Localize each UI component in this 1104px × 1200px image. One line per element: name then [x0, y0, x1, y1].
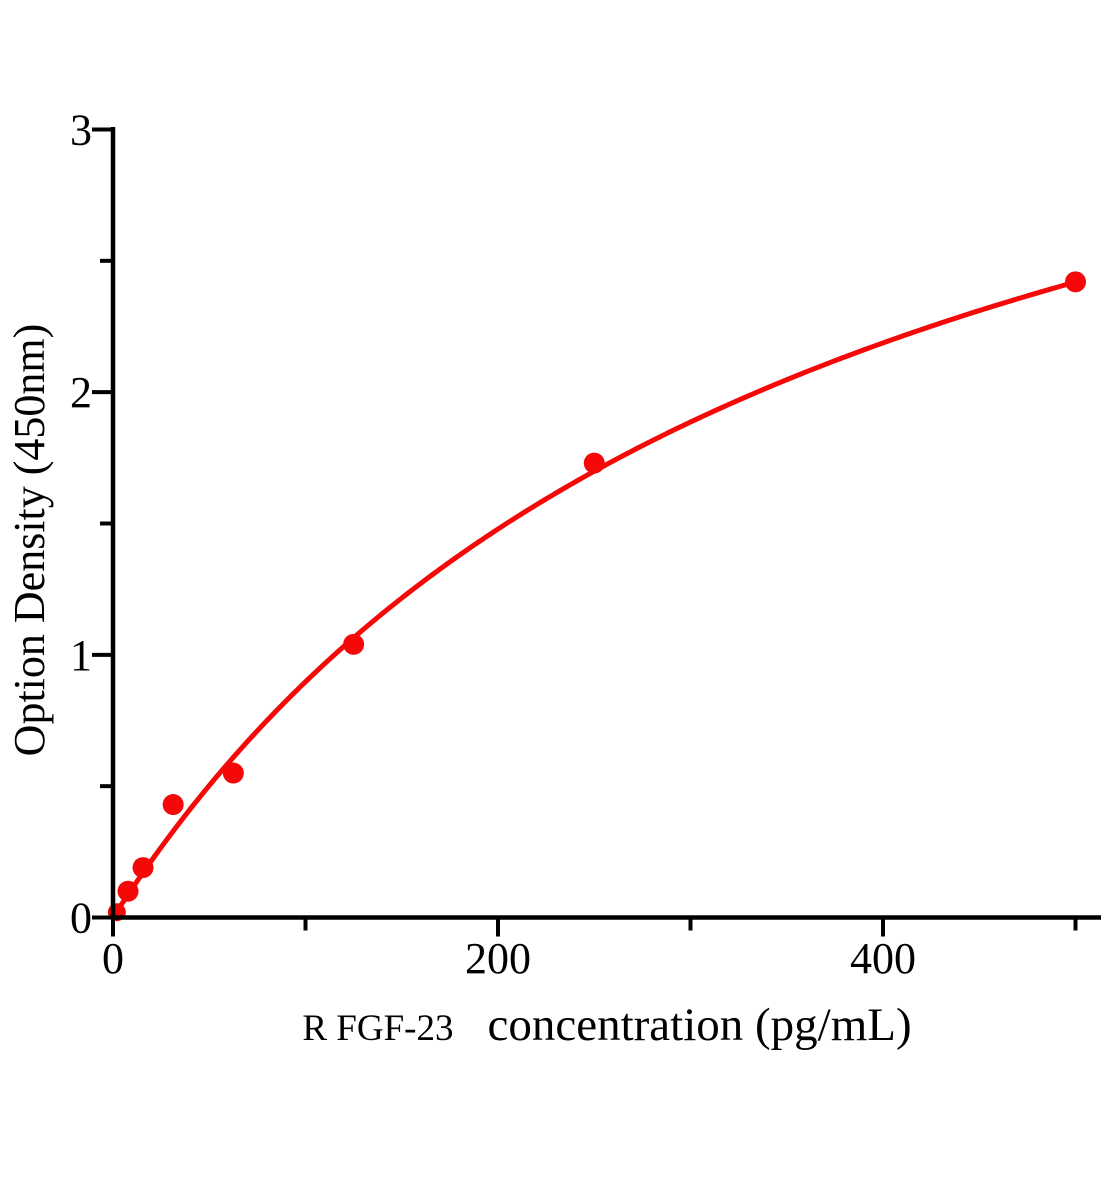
- y-tick-label: 2: [70, 368, 92, 417]
- y-axis-title: Option Density (450nm): [5, 323, 54, 757]
- y-tick-label: 0: [70, 894, 92, 943]
- x-axis-title: R FGF-23 concentration (pg/mL): [113, 998, 1101, 1060]
- data-point-marker: [343, 633, 365, 655]
- x-tick-label: 400: [850, 934, 916, 983]
- x-tick-label: 0: [102, 934, 124, 983]
- data-point-marker: [117, 880, 139, 902]
- data-point-marker: [222, 762, 244, 784]
- x-tick-label: 200: [465, 934, 531, 983]
- data-point-marker: [132, 857, 154, 879]
- y-tick-label: 1: [70, 631, 92, 680]
- data-point-marker: [583, 452, 605, 474]
- x-axis-title-prefix: R FGF-23: [302, 1008, 454, 1049]
- data-point-marker: [1065, 271, 1086, 293]
- data-point-marker: [162, 794, 184, 816]
- x-axis-title-main: concentration (pg/mL): [487, 999, 912, 1051]
- fit-curve-path: [110, 279, 1078, 920]
- y-tick-label: 3: [70, 106, 92, 155]
